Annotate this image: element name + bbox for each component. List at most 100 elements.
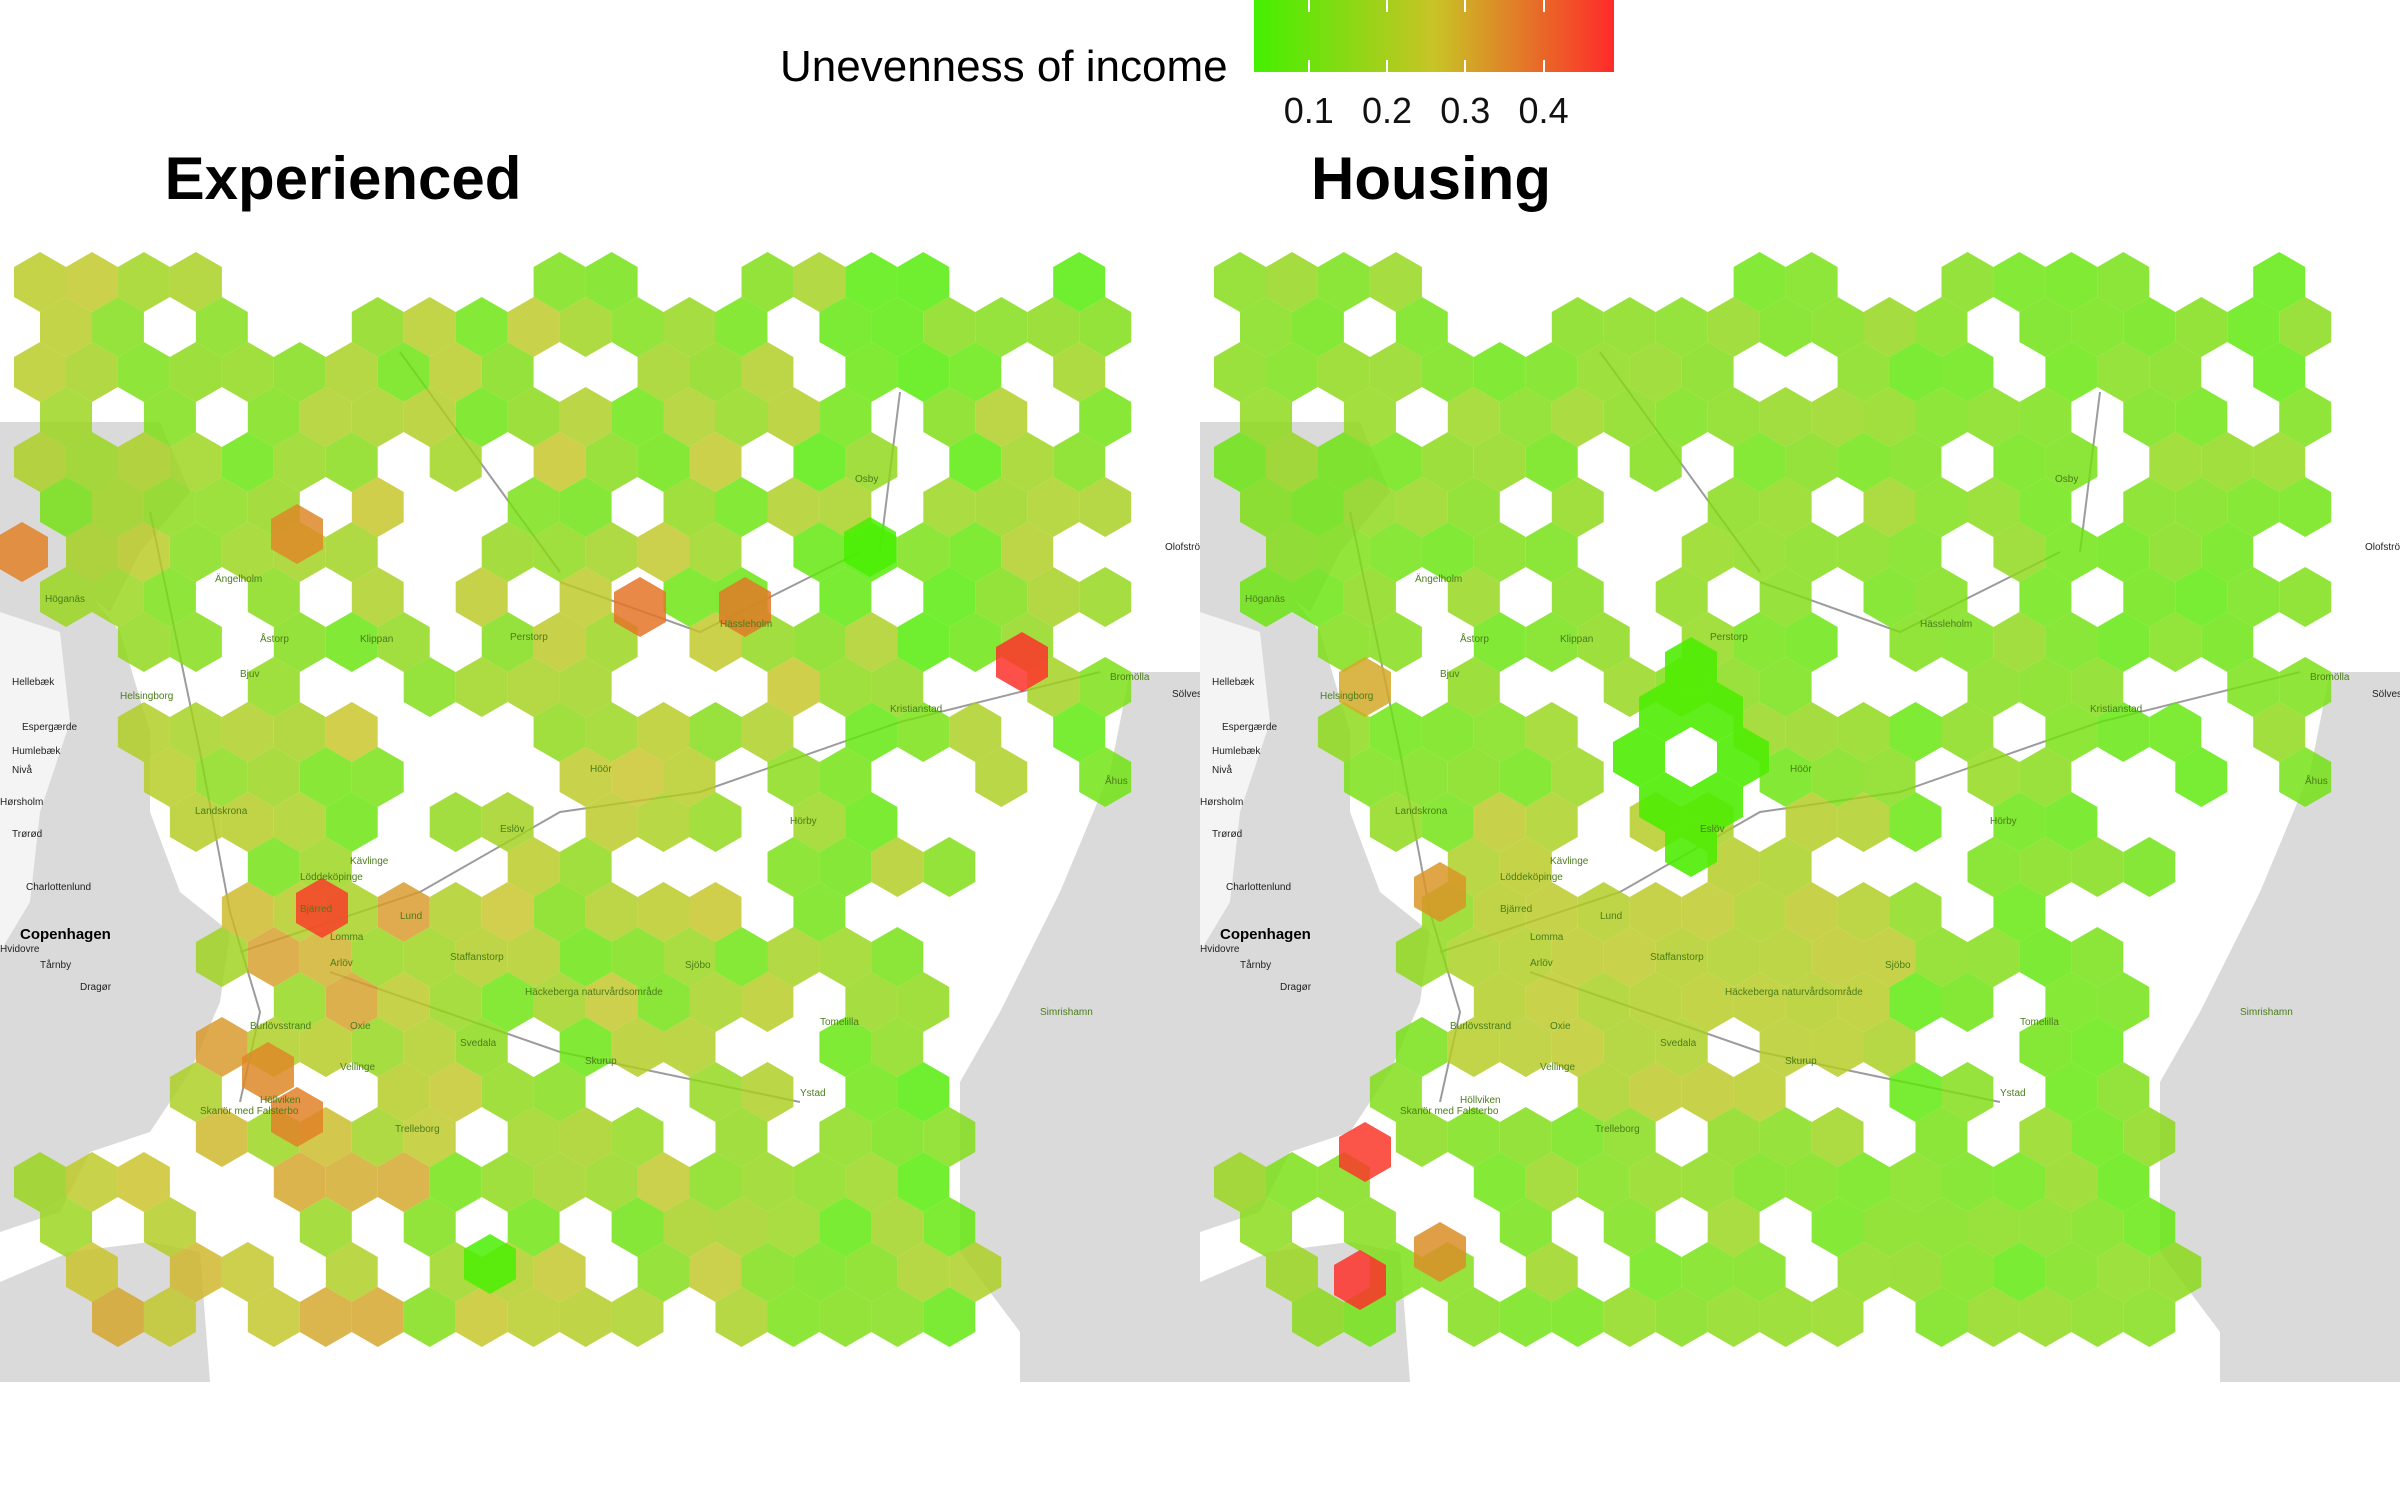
hex-cell[interactable]: [1317, 522, 1370, 582]
hex-cell[interactable]: [1733, 612, 1786, 672]
hex-cell[interactable]: [1941, 702, 1994, 762]
hex-cell[interactable]: [221, 882, 274, 942]
hex-cell[interactable]: [559, 1287, 612, 1347]
hex-cell[interactable]: [2097, 612, 2150, 672]
hex-cell[interactable]: [1993, 522, 2046, 582]
hex-cell[interactable]: [2019, 477, 2072, 537]
hex-cell[interactable]: [1603, 297, 1656, 357]
hex-cell[interactable]: [455, 657, 508, 717]
hex-cell[interactable]: [585, 792, 638, 852]
hex-cell[interactable]: [1863, 387, 1916, 447]
hex-cell[interactable]: [845, 792, 898, 852]
hex-cell[interactable]: [2045, 1152, 2098, 1212]
hex-cell[interactable]: [585, 1152, 638, 1212]
hex-cell[interactable]: [429, 792, 482, 852]
hex-cell[interactable]: [845, 1062, 898, 1122]
hex-cell[interactable]: [507, 297, 560, 357]
hex-cell[interactable]: [1811, 747, 1864, 807]
hex-cell[interactable]: [1681, 522, 1734, 582]
hex-cell[interactable]: [117, 432, 170, 492]
hex-cell[interactable]: [793, 792, 846, 852]
hex-cell[interactable]: [169, 1242, 222, 1302]
hex-cell[interactable]: [481, 882, 534, 942]
hex-cell[interactable]: [1551, 297, 1604, 357]
hex-cell[interactable]: [1240, 567, 1292, 627]
hex-cell[interactable]: [533, 882, 586, 942]
hex-cell[interactable]: [1993, 1242, 2046, 1302]
hex-cell[interactable]: [507, 387, 560, 447]
hex-cell[interactable]: [117, 1152, 170, 1212]
hex-cell[interactable]: [351, 1287, 404, 1347]
hex-cell[interactable]: [845, 342, 898, 402]
hex-cell[interactable]: [1027, 567, 1080, 627]
hex-cell[interactable]: [637, 342, 690, 402]
hex-cell[interactable]: [1525, 522, 1578, 582]
hex-cell[interactable]: [1863, 1197, 1916, 1257]
hex-cell[interactable]: [247, 657, 300, 717]
hex-cell[interactable]: [1655, 567, 1708, 627]
hex-cell[interactable]: [1240, 1197, 1292, 1257]
hex-cell[interactable]: [663, 747, 716, 807]
hex-cell[interactable]: [897, 1152, 950, 1212]
hex-cell[interactable]: [507, 657, 560, 717]
hex-cell[interactable]: [1343, 477, 1396, 537]
hex-cell[interactable]: [143, 747, 196, 807]
hex-cell[interactable]: [1317, 702, 1370, 762]
hex-cell[interactable]: [871, 657, 924, 717]
hex-cell[interactable]: [1629, 432, 1682, 492]
hex-cell[interactable]: [1967, 1287, 2020, 1347]
hex-cell[interactable]: [767, 927, 820, 987]
hex-cell[interactable]: [1733, 882, 1786, 942]
hex-cell[interactable]: [507, 927, 560, 987]
hex-cell[interactable]: [1681, 1242, 1734, 1302]
hex-cell[interactable]: [1525, 432, 1578, 492]
hex-cell[interactable]: [1395, 1107, 1448, 1167]
hex-cell[interactable]: [2279, 477, 2332, 537]
hex-cell[interactable]: [689, 522, 742, 582]
hex-cell[interactable]: [715, 1287, 768, 1347]
hex-cell[interactable]: [1863, 747, 1916, 807]
hex-cell[interactable]: [1759, 837, 1812, 897]
hex-cell[interactable]: [2045, 702, 2098, 762]
hex-cell[interactable]: [611, 1197, 664, 1257]
hex-cell[interactable]: [1369, 432, 1422, 492]
hex-cell[interactable]: [2123, 1107, 2176, 1167]
hex-cell[interactable]: [1421, 792, 1474, 852]
hex-cell[interactable]: [2097, 972, 2150, 1032]
hex-cell[interactable]: [2123, 387, 2176, 447]
hex-cell[interactable]: [1551, 1107, 1604, 1167]
hex-cell[interactable]: [2019, 567, 2072, 627]
hex-cell[interactable]: [1941, 1152, 1994, 1212]
hex-cell[interactable]: [2279, 297, 2332, 357]
hex-cell[interactable]: [689, 702, 742, 762]
hex-cell[interactable]: [1941, 342, 1994, 402]
hex-cell[interactable]: [169, 522, 222, 582]
hex-cell[interactable]: [2071, 297, 2124, 357]
hex-cell[interactable]: [1317, 252, 1370, 312]
hex-cell[interactable]: [2123, 1197, 2176, 1257]
hex-cell[interactable]: [1447, 657, 1500, 717]
hex-cell[interactable]: [637, 1242, 690, 1302]
hex-cell[interactable]: [845, 702, 898, 762]
hex-cell[interactable]: [923, 477, 976, 537]
hex-cell[interactable]: [2149, 1242, 2202, 1302]
map-panel-housing[interactable]: Ängelholm Höganäs Åstorp Klippan Perstorp Häs…: [1200, 252, 2400, 1382]
hex-cell[interactable]: [429, 972, 482, 1032]
hex-cell[interactable]: [871, 837, 924, 897]
hex-cell[interactable]: [1915, 297, 1968, 357]
hex-cell[interactable]: [351, 1107, 404, 1167]
hex-cell[interactable]: [1473, 1152, 1526, 1212]
hex-cell[interactable]: [1027, 477, 1080, 537]
hex-cell[interactable]: [1473, 972, 1526, 1032]
hex-cell[interactable]: [221, 702, 274, 762]
hex-cell[interactable]: [325, 522, 378, 582]
hex-cell[interactable]: [1863, 1017, 1916, 1077]
hex-cell[interactable]: [169, 342, 222, 402]
hex-cell[interactable]: [1889, 1152, 1942, 1212]
hex-cell[interactable]: [2123, 297, 2176, 357]
hex-cell[interactable]: [169, 252, 222, 312]
hex-cell[interactable]: [793, 522, 846, 582]
hex-cell[interactable]: [1551, 927, 1604, 987]
hex-cell[interactable]: [464, 1234, 516, 1294]
hex-cell[interactable]: [819, 927, 872, 987]
